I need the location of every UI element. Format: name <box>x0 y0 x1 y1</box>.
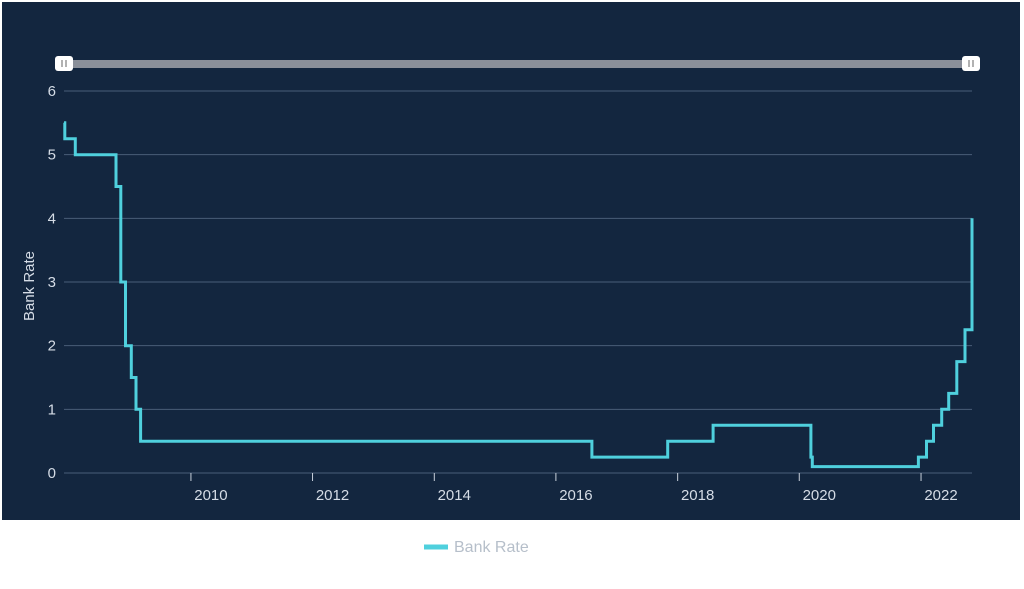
y-tick-label: 2 <box>48 338 56 355</box>
navigator-left-handle[interactable] <box>55 56 73 71</box>
legend[interactable]: Bank Rate <box>424 539 529 556</box>
x-tick-label: 2014 <box>438 487 471 504</box>
y-axis-title: Bank Rate <box>21 251 38 321</box>
range-navigator[interactable] <box>55 56 980 71</box>
y-tick-label: 6 <box>48 83 56 100</box>
chart-panel <box>2 2 1020 520</box>
y-tick-label: 0 <box>48 465 56 482</box>
grid-lines <box>64 90 972 474</box>
x-tick-label: 2020 <box>803 487 836 504</box>
x-tick-label: 2018 <box>681 487 714 504</box>
grip-icon[interactable] <box>55 56 73 71</box>
y-tick-label: 5 <box>48 147 56 164</box>
x-tick-label: 2012 <box>316 487 349 504</box>
y-tick-label: 4 <box>48 210 56 227</box>
series-layer <box>63 121 974 469</box>
x-tick-label: 2022 <box>924 487 957 504</box>
x-tick-label: 2016 <box>559 487 592 504</box>
y-axis: 0 1 2 3 4 5 6 <box>48 83 56 482</box>
y-tick-label: 1 <box>48 401 56 418</box>
y-tick-label: 3 <box>48 274 56 291</box>
legend-item-bank-rate[interactable]: Bank Rate <box>454 539 529 556</box>
x-axis: 2010 2012 2014 2016 2018 2020 2022 <box>190 473 958 504</box>
x-tick-label: 2010 <box>194 487 227 504</box>
series-line-bank-rate[interactable] <box>63 121 974 469</box>
grip-icon[interactable] <box>962 56 980 71</box>
navigator-right-handle[interactable] <box>962 56 980 71</box>
navigator-track[interactable] <box>60 60 974 68</box>
